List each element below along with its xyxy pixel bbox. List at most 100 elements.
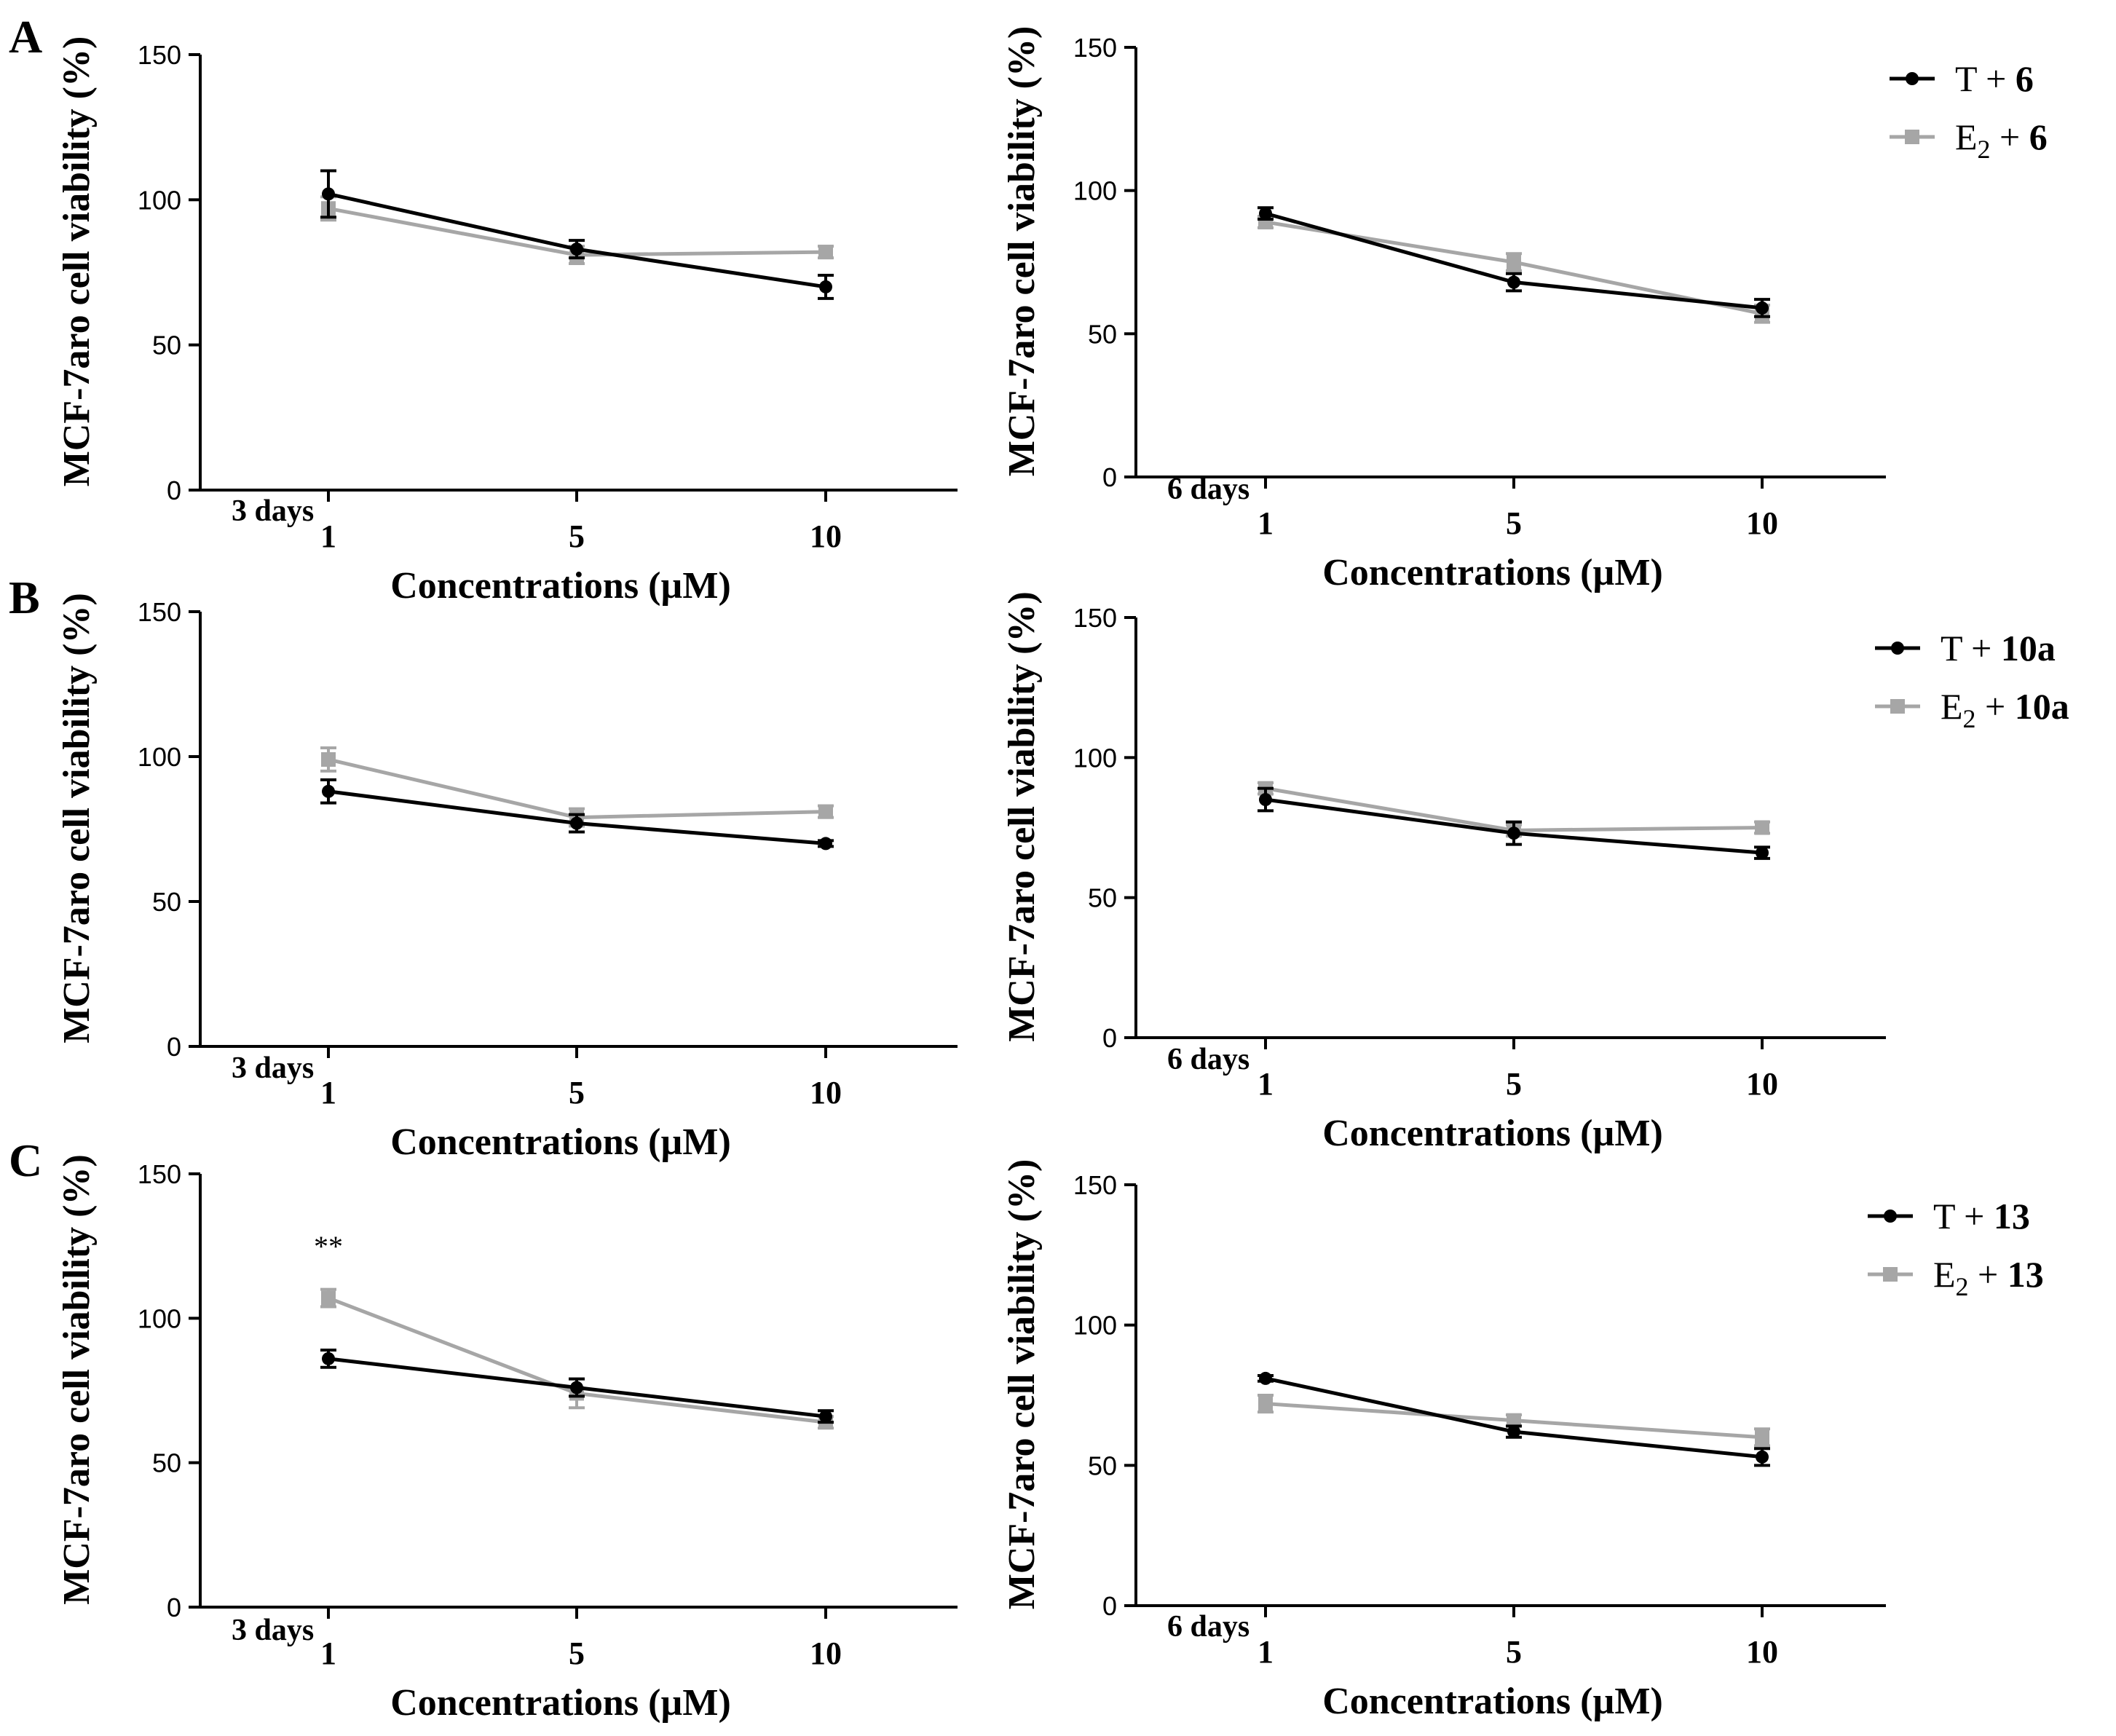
data-point-T [1507, 826, 1520, 840]
x-tick-label: 1 [320, 1075, 336, 1110]
chart-panel: 0 50 100 150 1 5 10 Concentrations (µM) MCF-7aro… [1001, 591, 2069, 1154]
y-tick-label: 100 [1073, 176, 1117, 206]
legend-compound: 13 [1994, 1196, 2030, 1236]
x-axis-title: Concentrations (µM) [1322, 1681, 1663, 1722]
y-tick-label: 100 [138, 185, 181, 215]
legend: T + 13 E2 + 13 [1868, 1196, 2044, 1303]
legend-label-T: T + 10a [1941, 628, 2056, 668]
y-tick-label: 0 [1102, 1591, 1117, 1621]
y-tick-label: 100 [1073, 743, 1117, 773]
panel-letter: C [9, 1135, 42, 1186]
data-point-T [322, 187, 335, 201]
chart-panel: 0 50 100 150 1 5 10 Concentrations (µM) MCF-7aro… [1001, 1159, 2044, 1722]
x-tick-label: 10 [810, 518, 842, 554]
days-label: 3 days [232, 494, 314, 528]
legend-E2-subscript: 2 [1978, 135, 1991, 164]
days-label: 6 days [1167, 473, 1250, 506]
data-point-T [1259, 793, 1272, 807]
legend-compound: 10a [2001, 628, 2056, 668]
legend-compound: 10a [2015, 686, 2069, 727]
data-point-T [819, 837, 832, 851]
data-point-T [1756, 846, 1769, 860]
x-tick-label: 1 [1258, 1066, 1274, 1102]
x-tick-label: 5 [569, 518, 585, 554]
data-point-E2 [1507, 255, 1521, 269]
x-tick-label: 5 [569, 1075, 585, 1110]
legend-E2-plus: + [1978, 1254, 1998, 1295]
y-tick-label: 50 [1088, 319, 1117, 349]
y-tick-label: 150 [138, 40, 181, 70]
y-tick-label: 150 [1073, 603, 1117, 633]
chart-panel: B 0 50 100 150 1 5 10 Concentrations (µM) MCF-7ar… [9, 572, 958, 1163]
legend-label-E2: E2 + 10a [1941, 686, 2069, 735]
legend-T-prefix: T + [1941, 628, 1991, 668]
x-tick-label: 10 [810, 1075, 842, 1110]
y-tick-label: 150 [1073, 1170, 1117, 1200]
legend-E2-plus: + [1999, 117, 2020, 157]
significance-annotation: ** [314, 1230, 343, 1263]
chart-panel: C 0 50 100 150 1 5 10 Concentrations (µM) MCF-7ar… [9, 1135, 958, 1724]
data-point-T [1259, 1371, 1272, 1385]
y-tick-label: 100 [138, 1303, 181, 1333]
legend-T-prefix: T + [1955, 58, 2006, 99]
y-axis-title: MCF-7aro cell viability (%) [56, 36, 98, 487]
y-tick-label: 150 [138, 597, 181, 627]
data-point-T [819, 1410, 832, 1424]
legend-label-E2: E2 + 13 [1933, 1254, 2044, 1303]
data-point-T [1756, 301, 1769, 315]
days-label: 6 days [1167, 1043, 1250, 1076]
y-axis-title: MCF-7aro cell viability (%) [1001, 26, 1043, 477]
panel-letter: A [9, 11, 42, 63]
panel-letter: B [9, 572, 40, 623]
data-point-E2 [1507, 1413, 1521, 1428]
legend-marker-E2 [1883, 1267, 1898, 1282]
y-axis-title: MCF-7aro cell viability (%) [56, 1154, 98, 1605]
data-point-T [819, 280, 832, 293]
x-tick-label: 1 [320, 1636, 336, 1671]
legend-E2-subscript: 2 [1956, 1272, 1969, 1301]
data-point-T [570, 816, 583, 830]
legend-label-T: T + 6 [1955, 58, 2034, 99]
x-axis-title: Concentrations (µM) [1322, 552, 1663, 593]
days-label: 3 days [232, 1052, 314, 1085]
legend-marker-T [1884, 1210, 1897, 1223]
legend-E2-main: E [1955, 117, 1978, 157]
legend-T-prefix: T + [1933, 1196, 1984, 1236]
data-point-E2 [818, 245, 833, 260]
data-point-E2 [1755, 820, 1769, 835]
y-tick-label: 0 [167, 1593, 181, 1622]
y-tick-label: 50 [152, 1448, 181, 1478]
legend-label-E2: E2 + 6 [1955, 117, 2048, 166]
x-tick-label: 5 [1506, 505, 1522, 541]
legend-compound: 6 [2016, 58, 2034, 99]
data-point-T [1259, 207, 1272, 221]
data-point-E2 [321, 751, 336, 767]
x-axis-title: Concentrations (µM) [1322, 1113, 1663, 1154]
legend-E2-subscript: 2 [1963, 704, 1976, 733]
y-axis-title: MCF-7aro cell viability (%) [56, 593, 98, 1043]
data-point-T [570, 242, 583, 256]
x-tick-label: 1 [1258, 505, 1274, 541]
legend-E2-plus: + [1985, 686, 2005, 727]
y-tick-label: 0 [167, 1032, 181, 1062]
y-tick-label: 50 [152, 331, 181, 360]
y-axis-title: MCF-7aro cell viability (%) [1001, 1159, 1043, 1610]
data-point-T [1507, 1425, 1520, 1439]
y-tick-label: 100 [138, 742, 181, 772]
days-label: 6 days [1167, 1610, 1250, 1644]
chart-panel: 0 50 100 150 1 5 10 Concentrations (µM) MCF-7aro… [1001, 26, 2048, 593]
x-axis-title: Concentrations (µM) [390, 1682, 731, 1724]
data-point-E2 [1258, 1396, 1273, 1411]
x-tick-label: 5 [1506, 1066, 1522, 1102]
y-tick-label: 150 [138, 1159, 181, 1189]
legend-E2-main: E [1941, 686, 1963, 727]
y-tick-label: 50 [152, 887, 181, 917]
x-tick-label: 10 [810, 1636, 842, 1671]
legend: T + 6 E2 + 6 [1890, 58, 2048, 166]
legend-label-T: T + 13 [1933, 1196, 2030, 1236]
x-tick-label: 5 [569, 1636, 585, 1671]
x-tick-label: 5 [1506, 1634, 1522, 1670]
y-tick-label: 50 [1088, 883, 1117, 913]
